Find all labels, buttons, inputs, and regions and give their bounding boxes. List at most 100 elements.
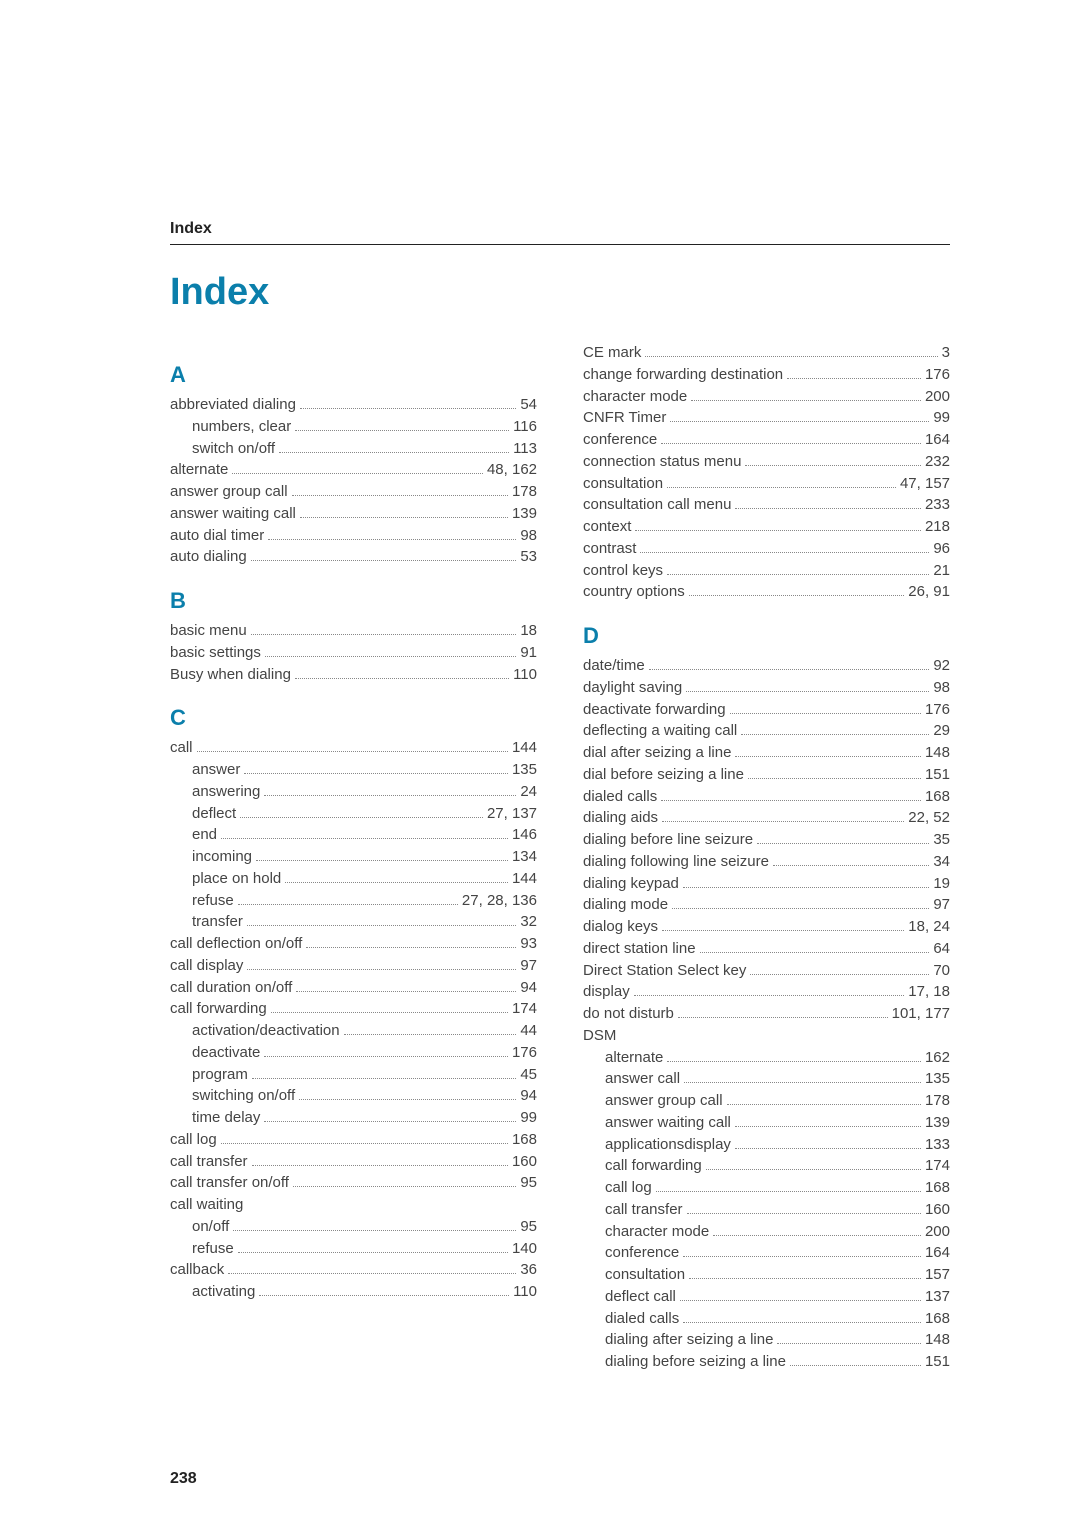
index-entry-label: dialog keys: [583, 916, 658, 938]
index-entry-label: basic menu: [170, 620, 247, 642]
leader-dots: [683, 1256, 921, 1257]
index-entry-page: 22, 52: [908, 807, 950, 829]
index-entry-page: 139: [925, 1112, 950, 1134]
index-entry: time delay99: [170, 1107, 537, 1129]
leader-dots: [285, 882, 508, 883]
index-entry-page: 151: [925, 1351, 950, 1373]
index-entry: basic menu18: [170, 620, 537, 642]
index-entry-label: deflecting a waiting call: [583, 720, 737, 742]
index-entry: direct station line64: [583, 938, 950, 960]
index-entry-label: incoming: [192, 846, 252, 868]
index-entry: call144: [170, 737, 537, 759]
index-entry-page: 178: [512, 481, 537, 503]
index-entry-label: dialed calls: [583, 786, 657, 808]
index-entry-page: 134: [512, 846, 537, 868]
leader-dots: [252, 1078, 516, 1079]
index-entry-label: display: [583, 981, 630, 1003]
index-entry-page: 21: [933, 560, 950, 582]
leader-dots: [238, 1252, 508, 1253]
index-entry-label: answer waiting call: [170, 503, 296, 525]
index-entry-label: connection status menu: [583, 451, 741, 473]
index-entry-page: 176: [925, 699, 950, 721]
index-entry-page: 97: [933, 894, 950, 916]
main-heading: Index: [170, 271, 950, 314]
leader-dots: [233, 1230, 516, 1231]
leader-dots: [700, 952, 930, 953]
leader-dots: [730, 713, 921, 714]
index-entry-label: end: [192, 824, 217, 846]
index-entry-label: call transfer on/off: [170, 1172, 289, 1194]
leader-dots: [264, 1121, 516, 1122]
index-entry: call display97: [170, 955, 537, 977]
index-entry-label: call duration on/off: [170, 977, 292, 999]
index-entry: dialing after seizing a line148: [583, 1329, 950, 1351]
leader-dots: [686, 691, 929, 692]
index-entry-page: 144: [512, 737, 537, 759]
index-entry-label: Busy when dialing: [170, 664, 291, 686]
leader-dots: [773, 865, 929, 866]
leader-dots: [777, 1343, 921, 1344]
top-label: Index: [170, 220, 950, 245]
index-entry-label: answer waiting call: [605, 1112, 731, 1134]
index-entry: refuse27, 28, 136: [170, 890, 537, 912]
index-entry-label: call log: [605, 1177, 652, 1199]
index-entry-page: 168: [925, 1308, 950, 1330]
index-entry-label: call transfer: [170, 1151, 248, 1173]
leader-dots: [790, 1365, 921, 1366]
index-entry-page: 3: [942, 342, 950, 364]
leader-dots: [741, 734, 929, 735]
leader-dots: [247, 969, 516, 970]
index-entry: change forwarding destination176: [583, 364, 950, 386]
index-entry: CNFR Timer99: [583, 407, 950, 429]
index-entry: daylight saving98: [583, 677, 950, 699]
index-entry-page: 24: [520, 781, 537, 803]
leader-dots: [295, 678, 509, 679]
leader-dots: [259, 1295, 509, 1296]
index-entry-label: transfer: [192, 911, 243, 933]
index-entry-label: abbreviated dialing: [170, 394, 296, 416]
leader-dots: [256, 860, 508, 861]
leader-dots: [691, 400, 921, 401]
index-entry: program45: [170, 1064, 537, 1086]
page-number: 238: [170, 1470, 197, 1488]
leader-dots: [265, 656, 516, 657]
index-entry-page: 26, 91: [908, 581, 950, 603]
index-entry-label: switch on/off: [192, 438, 275, 460]
index-entry-page: 110: [513, 1281, 537, 1303]
index-entry-label: contrast: [583, 538, 636, 560]
index-entry-page: 135: [925, 1068, 950, 1090]
index-entry: refuse140: [170, 1238, 537, 1260]
leader-dots: [635, 530, 921, 531]
index-entry: call duration on/off94: [170, 977, 537, 999]
leader-dots: [735, 1148, 921, 1149]
index-entry-page: 174: [512, 998, 537, 1020]
index-entry-page: 232: [925, 451, 950, 473]
index-entry-page: 168: [512, 1129, 537, 1151]
leader-dots: [684, 1082, 921, 1083]
index-entry-label: deflect: [192, 803, 236, 825]
index-entry: do not disturb101, 177: [583, 1003, 950, 1025]
index-entry: DSM: [583, 1025, 950, 1047]
index-entry-page: 164: [925, 1242, 950, 1264]
index-entry-page: 160: [925, 1199, 950, 1221]
index-entry: deactivate forwarding176: [583, 699, 950, 721]
index-entry-page: 64: [933, 938, 950, 960]
index-entry-label: DSM: [583, 1025, 616, 1047]
index-entry-page: 200: [925, 1221, 950, 1243]
index-entry-label: dialing after seizing a line: [605, 1329, 773, 1351]
index-entry-page: 94: [520, 1085, 537, 1107]
index-entry-page: 140: [512, 1238, 537, 1260]
index-entry: alternate162: [583, 1047, 950, 1069]
index-entry-label: dialing mode: [583, 894, 668, 916]
index-entry: display17, 18: [583, 981, 950, 1003]
index-entry: dialing keypad19: [583, 873, 950, 895]
index-entry-label: change forwarding destination: [583, 364, 783, 386]
leader-dots: [670, 421, 929, 422]
leader-dots: [640, 552, 929, 553]
index-entry-page: 99: [933, 407, 950, 429]
index-entry-label: refuse: [192, 890, 234, 912]
leader-dots: [299, 1099, 516, 1100]
leader-dots: [238, 904, 458, 905]
index-entry-page: 47, 157: [900, 473, 950, 495]
leader-dots: [251, 634, 517, 635]
